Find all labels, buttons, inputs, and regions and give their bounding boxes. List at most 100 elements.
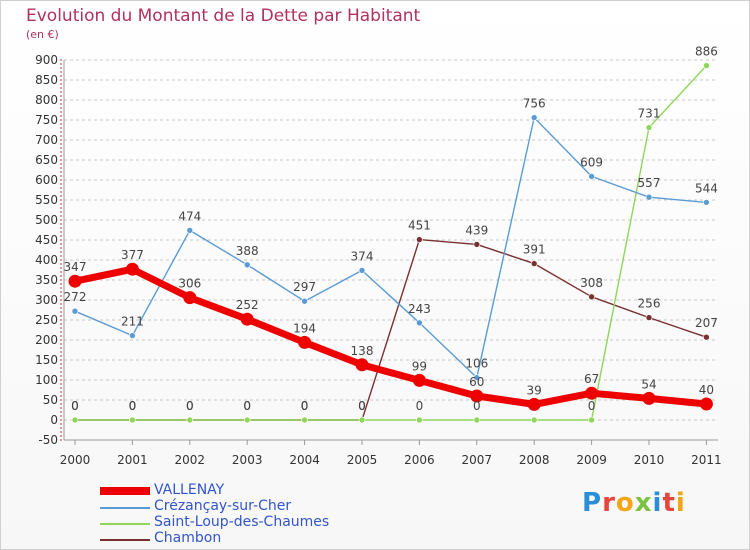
x-tick-label: 2003 [232, 453, 263, 467]
data-label: 0 [71, 399, 79, 413]
y-axis-minor-tick [60, 199, 62, 201]
y-axis-minor-tick [60, 171, 62, 173]
series-vallenay [68, 262, 713, 411]
y-axis-minor-tick [60, 175, 62, 177]
data-point [129, 332, 136, 339]
y-axis-minor-tick [60, 375, 62, 377]
data-label: 0 [358, 399, 366, 413]
y-axis-minor-tick [60, 99, 62, 101]
data-label: 211 [121, 315, 144, 329]
y-axis-minor-tick [60, 279, 62, 281]
y-tick-label: 300 [35, 293, 58, 307]
legend-swatch [100, 523, 150, 525]
y-tick-label: 400 [35, 253, 58, 267]
data-point [699, 397, 713, 411]
data-label: 99 [412, 359, 427, 373]
y-axis-minor-tick [60, 303, 62, 305]
data-label: 54 [641, 377, 656, 391]
y-axis-minor-tick [60, 335, 62, 337]
data-label: 256 [638, 297, 661, 311]
data-point [412, 373, 426, 387]
y-axis-minor-tick [60, 403, 62, 405]
x-tick-label: 2001 [117, 453, 148, 467]
y-axis-minor-tick [60, 339, 62, 341]
data-label: 194 [293, 321, 316, 335]
data-point [530, 416, 538, 424]
y-axis-minor-tick [60, 155, 62, 157]
legend-swatch [100, 539, 150, 541]
data-label: 451 [408, 219, 431, 233]
data-label: 106 [465, 357, 488, 371]
x-tick-label: 2005 [347, 453, 378, 467]
data-point [298, 335, 312, 349]
y-tick-label: 450 [35, 233, 58, 247]
data-label: 39 [527, 383, 542, 397]
data-labels: 0 0 0 0 0 0 451 439 391 308 256 207 [71, 219, 718, 413]
data-point [703, 62, 710, 69]
series-line [74, 64, 708, 421]
y-axis-minor-tick [60, 83, 62, 85]
data-point [645, 314, 653, 321]
data-label: 0 [243, 399, 251, 413]
y-axis-minor-tick [60, 307, 62, 309]
y-axis-minor-tick [60, 239, 62, 241]
data-label: 0 [186, 399, 194, 413]
y-axis-minor-tick [60, 87, 62, 89]
data-point [186, 227, 194, 234]
y-tick-label: 100 [35, 373, 58, 387]
y-tick-label: 800 [35, 93, 58, 107]
y-axis-minor-tick [60, 387, 62, 389]
data-label: 474 [178, 209, 201, 223]
data-point [183, 291, 197, 305]
data-point [470, 389, 484, 403]
data-labels: 347 377 306 252 194 138 99 60 39 67 54 40 [64, 248, 714, 397]
data-label: 374 [351, 249, 374, 263]
y-axis-minor-tick [60, 123, 62, 125]
x-tick-label: 2011 [691, 453, 722, 467]
data-label: 0 [186, 399, 194, 413]
data-point [71, 416, 79, 424]
data-point [71, 307, 79, 315]
y-tick-label: 850 [35, 73, 58, 87]
y-axis-minor-tick [60, 75, 62, 77]
x-tick-label: 2007 [462, 453, 493, 467]
data-label: 388 [236, 244, 259, 258]
y-axis-minor-tick [60, 207, 62, 209]
y-axis-minor-tick [60, 179, 62, 181]
data-label: 207 [695, 316, 718, 330]
data-label: 544 [695, 181, 718, 195]
y-axis-minor-tick [60, 151, 62, 153]
data-label: 347 [64, 260, 87, 274]
data-label: 731 [638, 107, 661, 121]
y-tick-label: 750 [35, 113, 58, 127]
y-axis-minor-tick [60, 147, 62, 149]
y-axis-minor-tick [60, 435, 62, 437]
x-tick-label: 2006 [404, 453, 435, 467]
data-label: 138 [351, 344, 374, 358]
series-line [74, 116, 708, 379]
y-axis-minor-tick [60, 103, 62, 105]
y-axis-minor-tick [60, 423, 62, 425]
y-axis-minor-tick [60, 295, 62, 297]
data-label: 0 [243, 399, 251, 413]
data-point [703, 199, 710, 206]
logo-letter: t [662, 488, 676, 518]
data-label: 391 [523, 243, 546, 257]
y-axis-minor-tick [60, 211, 62, 213]
y-axis-minor-tick [60, 419, 62, 421]
y-tick-label: 350 [35, 273, 58, 287]
y-tick-label: 500 [35, 213, 58, 227]
y-axis-minor-tick [60, 271, 62, 273]
data-label: 0 [358, 399, 366, 413]
data-point [588, 416, 595, 424]
y-tick-label: 0 [50, 413, 58, 427]
data-point [527, 397, 541, 411]
data-point [473, 241, 481, 248]
data-label: 297 [293, 280, 316, 294]
y-axis-minor-tick [60, 127, 62, 129]
data-label: 40 [699, 383, 714, 397]
y-axis-minor-tick [60, 431, 62, 433]
legend-label: Chambon [154, 530, 222, 546]
